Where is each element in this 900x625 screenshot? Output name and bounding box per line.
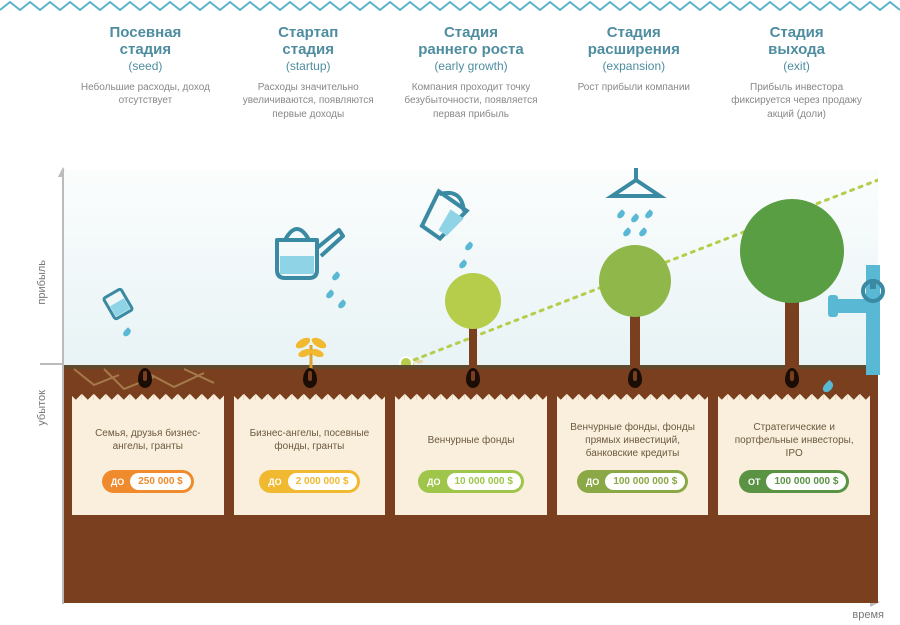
tag-startup: Бизнес-ангелы, посевные фонды, гранты ДО… — [234, 400, 386, 507]
label-profit: прибыль — [36, 260, 48, 305]
label-loss: убыток — [36, 390, 48, 426]
cup-icon — [94, 280, 142, 328]
stage-expansion: Стадиярасширения (expansion) Рост прибыл… — [552, 24, 715, 121]
stage-title: Посевная — [109, 24, 181, 41]
zigzag-top — [0, 0, 900, 14]
axis-zero-tick — [40, 363, 66, 365]
tag-exit: Стратегические и портфельные инвесторы, … — [718, 400, 870, 507]
tag-seed: Семья, друзья бизнес-ангелы, гранты ДО 2… — [72, 400, 224, 507]
stage-headers: Посевнаястадия (seed) Небольшие расходы,… — [64, 24, 878, 121]
stage-growth: Стадияраннего роста (early growth) Компа… — [390, 24, 553, 121]
bucket-icon — [408, 180, 478, 250]
tree-medium-icon — [590, 231, 680, 371]
icon-band — [64, 170, 878, 365]
label-time: время — [852, 609, 884, 621]
seed-icon — [138, 368, 152, 388]
amount-pill: ДО 250 000 $ — [102, 470, 194, 493]
icon-exit — [715, 170, 878, 365]
stage-sub: (seed) — [70, 59, 221, 73]
faucet-icon — [822, 265, 892, 375]
tag-growth: Венчурные фонды ДО 10 000 000 $ — [395, 400, 547, 507]
icon-expansion — [552, 170, 715, 365]
tag-investors: Семья, друзья бизнес-ангелы, гранты — [80, 418, 216, 462]
stage-seed: Посевнаястадия (seed) Небольшие расходы,… — [64, 24, 227, 121]
icon-startup — [227, 170, 390, 365]
stage-exit: Стадиявыхода (exit) Прибыль инвестора фи… — [715, 24, 878, 121]
icon-growth — [390, 170, 553, 365]
sprout-icon — [291, 325, 331, 369]
stage-startup: Стартапстадия (startup) Расходы значител… — [227, 24, 390, 121]
tag-expansion: Венчурные фонды, фонды прямых инвестиций… — [557, 400, 709, 507]
tree-small-icon — [438, 261, 508, 371]
investor-tags: Семья, друзья бизнес-ангелы, гранты ДО 2… — [64, 400, 878, 507]
stage-desc: Небольшие расходы, доход отсутствует — [70, 81, 221, 108]
icon-seed — [64, 170, 227, 365]
water-drop-icon — [122, 327, 133, 338]
